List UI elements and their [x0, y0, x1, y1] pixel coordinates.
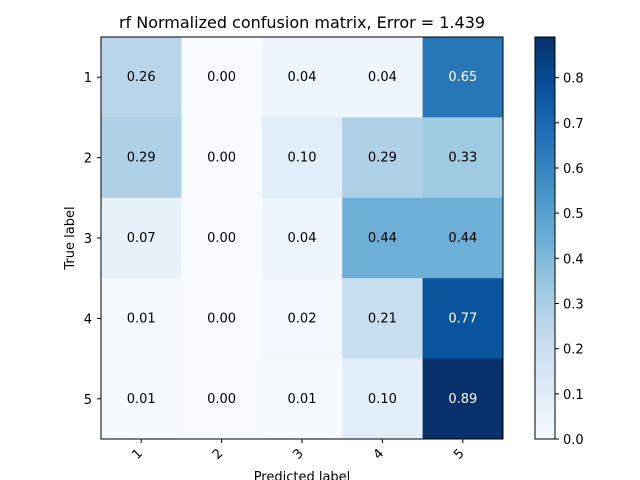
colorbar-tick-label: 0.3	[563, 297, 584, 312]
heatmap-cell	[422, 117, 504, 199]
cell-value-label: 0.29	[127, 151, 156, 166]
cell-value-label: 0.10	[368, 392, 397, 407]
cell-value-label: 0.21	[368, 311, 397, 326]
cell-value-label: 0.04	[368, 70, 397, 85]
x-axis-label: Predicted label	[254, 470, 351, 480]
heatmap-cell	[261, 278, 343, 360]
heatmap-cell	[181, 37, 263, 118]
cell-value-label: 0.00	[207, 151, 236, 166]
colorbar-tick-label: 0.6	[563, 162, 584, 177]
cell-value-label: 0.33	[448, 151, 477, 166]
y-tick-label: 3	[84, 232, 92, 247]
heatmap-cell	[101, 117, 182, 199]
heatmap-cell	[422, 197, 504, 279]
x-tick-label: 3	[290, 446, 306, 462]
cell-value-label: 0.00	[207, 392, 236, 407]
cell-value-label: 0.00	[207, 311, 236, 326]
heatmap-cell	[181, 358, 263, 440]
colorbar-tick-label: 0.0	[563, 433, 584, 448]
heatmap-cell	[101, 358, 182, 440]
heatmap-cell	[181, 117, 263, 199]
colorbar-tick-label: 0.7	[563, 117, 584, 132]
heatmap-cell	[181, 197, 263, 279]
cell-value-label: 0.89	[448, 392, 477, 407]
cell-value-label: 0.02	[288, 311, 317, 326]
cell-value-label: 0.65	[448, 70, 477, 85]
heatmap-cell	[261, 37, 343, 118]
x-tick-label: 2	[210, 446, 226, 462]
y-tick-label: 4	[84, 312, 92, 327]
cell-value-label: 0.44	[448, 231, 477, 246]
heatmap-cell	[101, 278, 182, 360]
heatmap-cell	[261, 117, 343, 199]
y-tick-label: 1	[84, 71, 92, 86]
cell-value-label: 0.04	[288, 70, 317, 85]
cell-value-label: 0.10	[288, 151, 317, 166]
chart-title: rf Normalized confusion matrix, Error = …	[119, 13, 485, 32]
cell-value-label: 0.01	[127, 311, 156, 326]
heatmap-cell	[342, 278, 424, 360]
y-axis-ticks: 1 2 3 4 5	[84, 71, 101, 408]
y-axis-label: True label	[63, 206, 78, 270]
heatmap-cell	[342, 358, 424, 440]
cell-value-label: 0.29	[368, 151, 397, 166]
colorbar-tick-label: 0.2	[563, 343, 584, 358]
colorbar	[534, 36, 556, 440]
heatmap-cell	[181, 278, 263, 360]
cell-value-label: 0.00	[207, 70, 236, 85]
cell-value-label: 0.01	[288, 392, 317, 407]
heatmap-cell	[422, 358, 504, 440]
cell-value-label: 0.26	[127, 70, 156, 85]
y-tick-label: 5	[84, 393, 92, 408]
colorbar-ticks: 0.0 0.1 0.2 0.3 0.4 0.5 0.6 0.7 0.8	[555, 72, 584, 448]
heatmap-cell	[342, 117, 424, 199]
cell-value-label: 0.77	[448, 311, 477, 326]
colorbar-tick-label: 0.4	[563, 252, 584, 267]
colorbar-tick-label: 0.5	[563, 207, 584, 222]
heatmap-cell	[422, 37, 504, 118]
cell-value-label: 0.07	[127, 231, 156, 246]
x-tick-label: 4	[371, 446, 387, 462]
colorbar-tick-label: 0.1	[563, 388, 584, 403]
cell-value-label: 0.04	[288, 231, 317, 246]
heatmap-cell-labels: 0.26 0.00 0.04 0.04 0.65 0.29 0.00 0.10 0.29 0.33…	[127, 70, 478, 407]
heatmap-cells	[101, 37, 504, 440]
heatmap-cell	[422, 278, 504, 360]
cell-value-label: 0.01	[127, 392, 156, 407]
y-tick-label: 2	[84, 152, 92, 167]
x-tick-label: 1	[129, 446, 145, 462]
heatmap-cell	[261, 358, 343, 440]
x-tick-label: 5	[451, 446, 467, 462]
x-axis-ticks: 1 2 3 4 5	[129, 439, 468, 463]
colorbar-tick-label: 0.8	[563, 72, 584, 87]
cell-value-label: 0.00	[207, 231, 236, 246]
heatmap-cell	[101, 197, 182, 279]
cell-value-label: 0.44	[368, 231, 397, 246]
heatmap-cell	[101, 37, 182, 118]
heatmap-cell	[261, 197, 343, 279]
heatmap-cell	[342, 197, 424, 279]
heatmap-cell	[342, 37, 424, 118]
